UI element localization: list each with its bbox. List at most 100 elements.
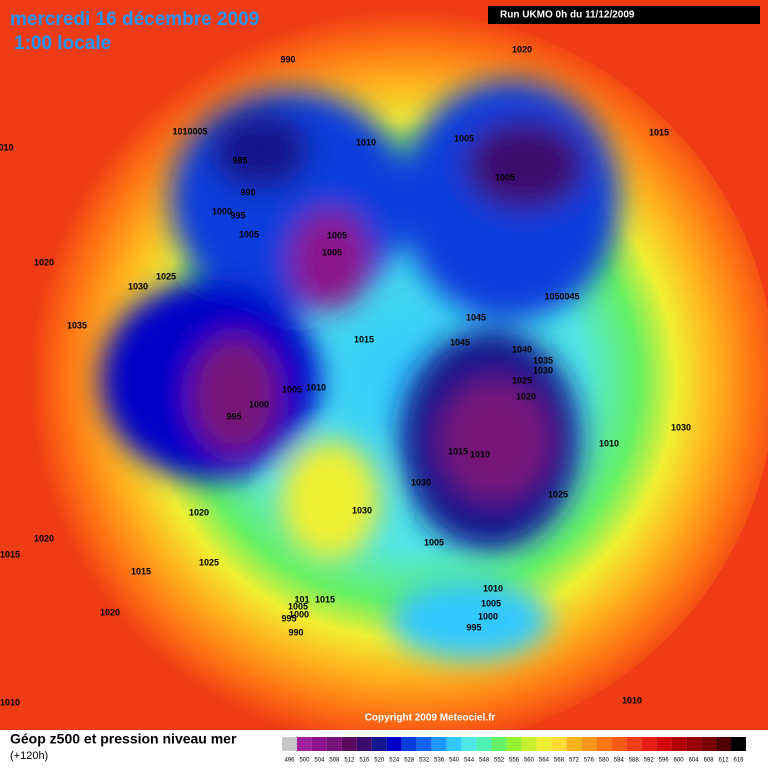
scale-label: 552	[494, 758, 505, 764]
scale-label: 596	[659, 758, 670, 764]
pressure-label: 1015	[131, 566, 151, 576]
scale-swatch	[611, 737, 627, 751]
pressure-label: 1035	[533, 355, 553, 365]
pressure-label: 1010005	[172, 126, 207, 136]
pressure-label: 985	[232, 155, 247, 165]
scale-swatch	[566, 737, 582, 751]
scale-swatch	[701, 737, 717, 751]
scale-label: 556	[509, 758, 520, 764]
scale-swatch	[731, 737, 746, 751]
scale-label: 568	[554, 758, 565, 764]
run-info: Run UKMO 0h du 11/12/2009	[500, 10, 635, 21]
scale-swatch	[551, 737, 567, 751]
pressure-label: 1000	[478, 611, 498, 621]
run-box	[488, 6, 760, 24]
pressure-label: 1015	[315, 594, 335, 604]
scale-swatch	[671, 737, 687, 751]
pressure-label: 1045	[450, 337, 470, 347]
scale-swatch	[716, 737, 732, 751]
scale-swatch	[386, 737, 402, 751]
scale-label: 540	[449, 758, 460, 764]
scale-label: 496	[284, 758, 295, 764]
pressure-label: 1045	[466, 312, 486, 322]
scale-label: 560	[524, 758, 535, 764]
scale-label: 516	[359, 758, 370, 764]
scale-label: 564	[539, 758, 550, 764]
scale-swatch	[326, 737, 342, 751]
pressure-label: 1010	[0, 697, 20, 707]
pressure-label: 1040	[512, 344, 532, 354]
scale-swatch	[626, 737, 642, 751]
scale-label: 548	[479, 758, 490, 764]
pressure-label: 1010	[622, 695, 642, 705]
scale-swatch	[476, 737, 492, 751]
pressure-label: 1010	[599, 438, 619, 448]
pressure-label: 1005	[424, 537, 444, 547]
pressure-label: 1005	[288, 601, 308, 611]
pressure-label: 1015	[354, 334, 374, 344]
scale-swatch	[341, 737, 357, 751]
pressure-label: 1025	[199, 557, 219, 567]
scale-swatch	[686, 737, 702, 751]
scale-label: 532	[419, 758, 430, 764]
pressure-label: 1030	[352, 505, 372, 515]
scale-label: 572	[569, 758, 580, 764]
pressure-label: 1025	[548, 489, 568, 499]
pressure-label: 1005	[322, 247, 342, 257]
scale-swatch	[581, 737, 597, 751]
scale-label: 608	[704, 758, 715, 764]
map-title: mercredi 16 décembre 2009	[10, 9, 259, 30]
scale-swatch	[491, 737, 507, 751]
pressure-label: 1005	[327, 230, 347, 240]
scale-label: 500	[299, 758, 310, 764]
scale-swatch	[416, 737, 432, 751]
scale-swatch	[506, 737, 522, 751]
scale-label: 536	[434, 758, 445, 764]
scale-swatch	[311, 737, 327, 751]
pressure-label: 1000	[289, 609, 309, 619]
pressure-label: 1025	[156, 271, 176, 281]
scale-label: 584	[614, 758, 625, 764]
scale-swatch	[431, 737, 447, 751]
scale-swatch	[536, 737, 552, 751]
scale-label: 528	[404, 758, 415, 764]
pressure-label: 1035	[67, 320, 87, 330]
scale-label: 504	[314, 758, 325, 764]
scale-label: 600	[674, 758, 685, 764]
scale-label: 512	[344, 758, 355, 764]
pressure-label: 1020	[189, 507, 209, 517]
scale-label: 588	[629, 758, 640, 764]
scale-swatch	[641, 737, 657, 751]
scale-label: 544	[464, 758, 475, 764]
pressure-label: 1000	[212, 206, 232, 216]
pressure-label: 995	[226, 411, 241, 421]
pressure-label: 990	[240, 187, 255, 197]
scale-swatch	[446, 737, 462, 751]
scale-label: 592	[644, 758, 655, 764]
pressure-label: 1020	[34, 257, 54, 267]
scale-swatch	[401, 737, 417, 751]
pressure-label: 1005	[239, 229, 259, 239]
pressure-label: 1000	[249, 399, 269, 409]
pressure-label: 1020	[512, 44, 532, 54]
pressure-label: 010	[0, 142, 14, 152]
pressure-label: 1015	[0, 549, 20, 559]
scale-label: 520	[374, 758, 385, 764]
pressure-label: 101	[294, 594, 309, 604]
pressure-label: 995	[281, 613, 296, 623]
pressure-label: 1005	[282, 384, 302, 394]
pressure-label: 1050045	[544, 291, 579, 301]
scale-swatch	[596, 737, 612, 751]
pressure-label: 1010	[483, 583, 503, 593]
scale-label: 580	[599, 758, 610, 764]
scale-swatch	[282, 737, 297, 751]
scale-swatch	[356, 737, 372, 751]
scale-swatch	[656, 737, 672, 751]
scale-swatch	[371, 737, 387, 751]
pressure-label: 1015	[448, 446, 468, 456]
pressure-label: 1030	[411, 477, 431, 487]
pressure-label: 1005	[481, 598, 501, 608]
pressure-labels: 990 1020 1010005 1010 1005 1015 985 1005 990 1000…	[0, 44, 691, 707]
pressure-label: 1005	[454, 133, 474, 143]
